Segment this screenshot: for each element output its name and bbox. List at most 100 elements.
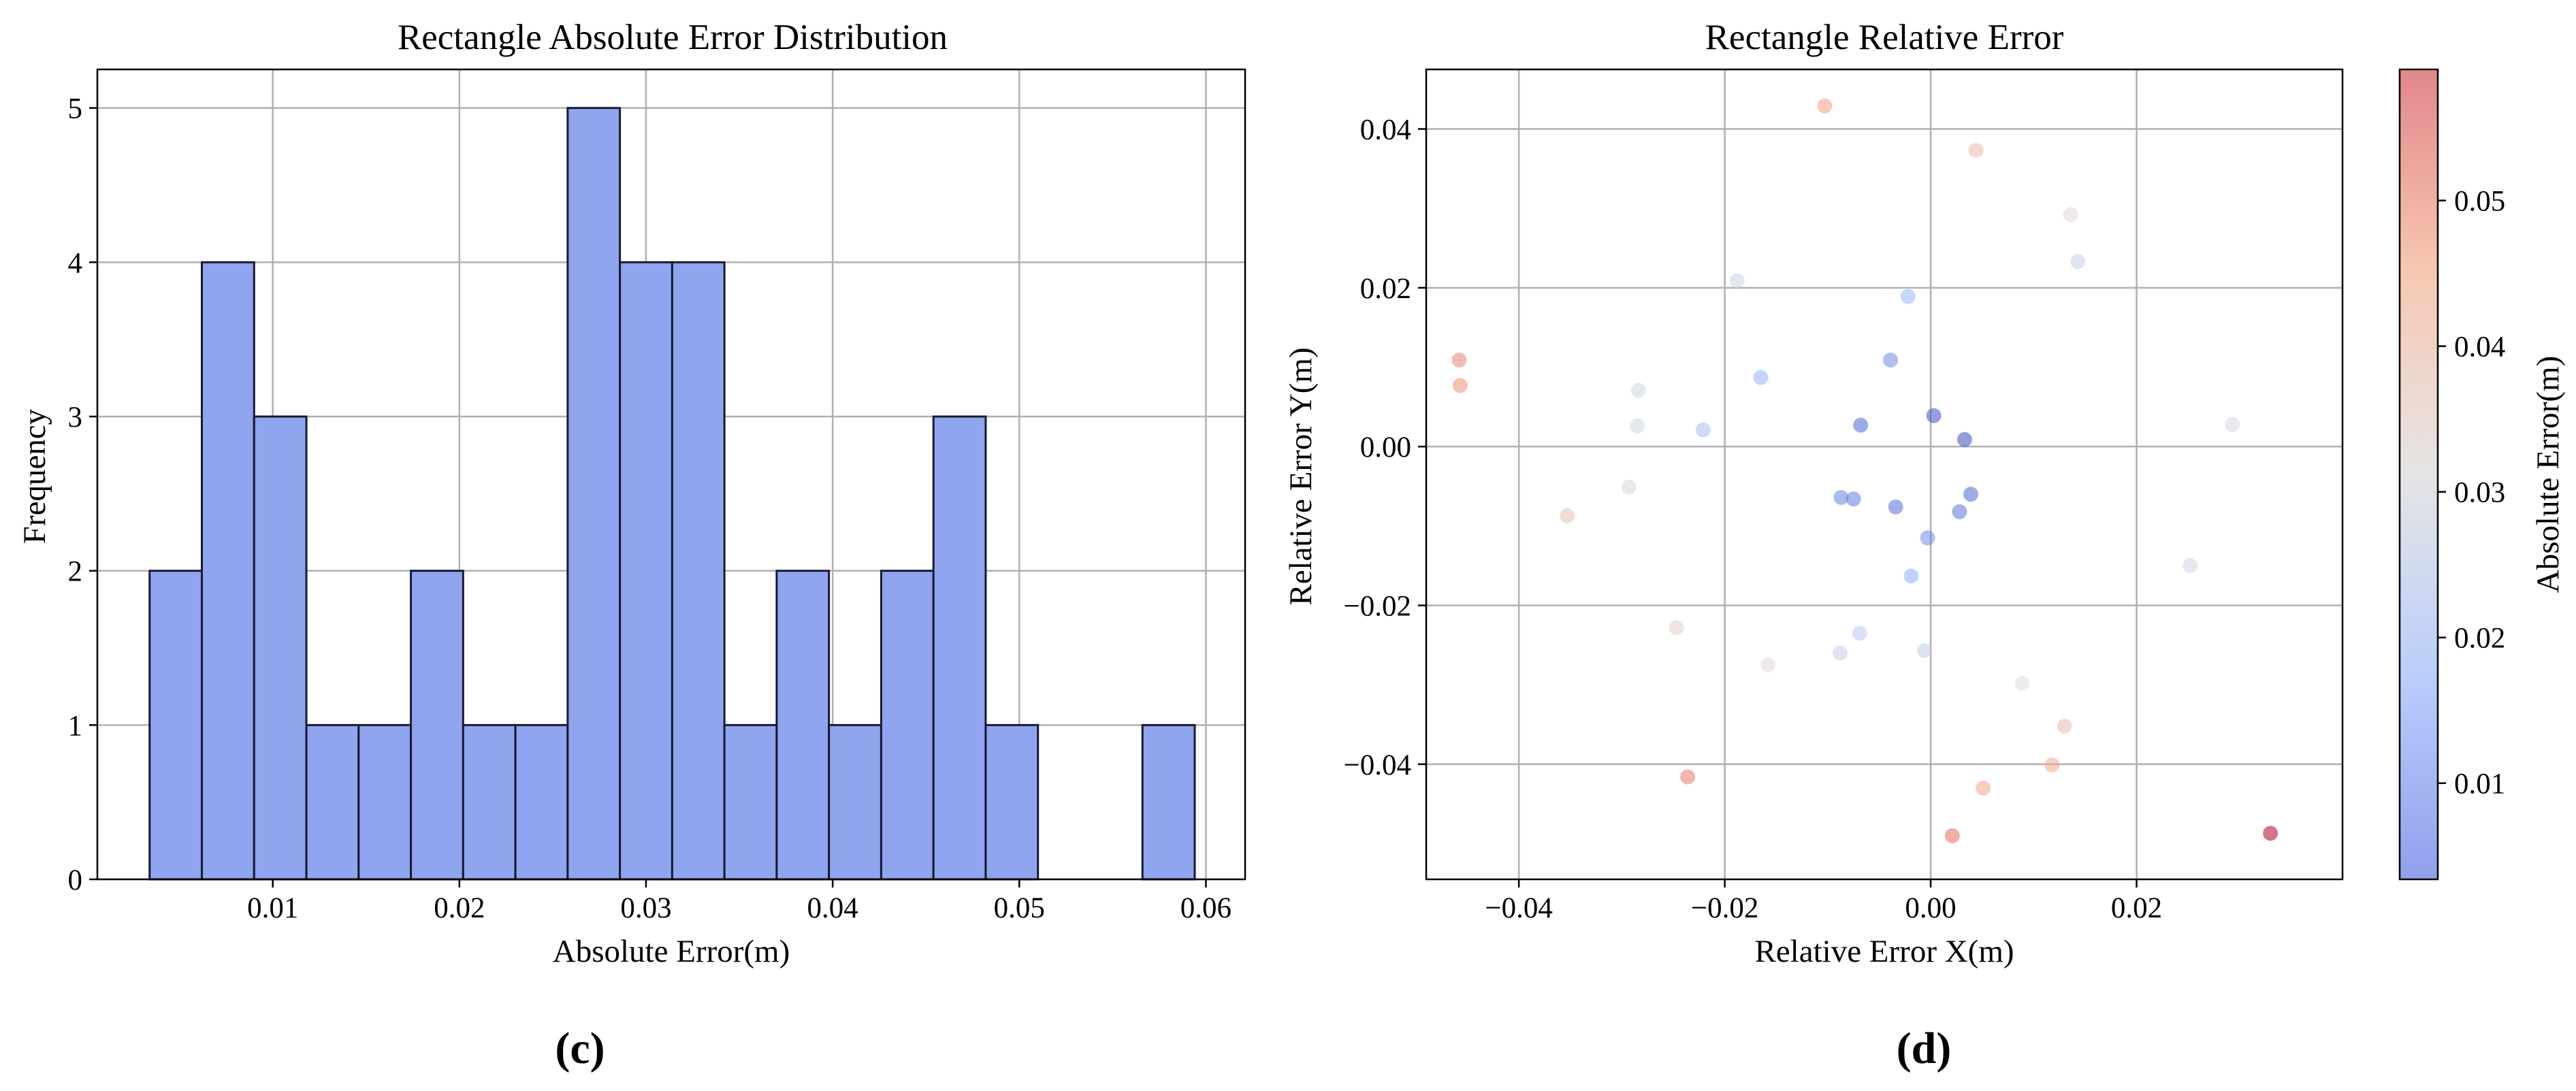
scatter-ytick-label-1: −0.02 — [1343, 591, 1411, 623]
scatter-point-18 — [1833, 489, 1849, 505]
histogram-bar-3 — [305, 723, 360, 881]
scatter-point-21 — [1963, 487, 1979, 502]
scatter-point-27 — [1669, 620, 1684, 636]
scatter-point-31 — [1760, 657, 1776, 672]
scatter-point-20 — [1888, 499, 1903, 515]
scatter-point-34 — [2044, 758, 2060, 772]
histogram-bar-14 — [880, 570, 935, 881]
scatter-point-4 — [1729, 273, 1745, 289]
histogram-bar-0 — [148, 570, 204, 881]
scatter-ytick-label-0: −0.04 — [1343, 749, 1411, 781]
histogram-xtick-label-5: 0.06 — [1180, 892, 1231, 924]
histogram-bar-11 — [723, 723, 778, 881]
scatter-point-12 — [1695, 422, 1711, 438]
scatter-y-label: Relative Error Y(m) — [1283, 347, 1319, 605]
scatter-point-25 — [1903, 568, 1919, 584]
scatter-point-22 — [1952, 504, 1967, 519]
scatter-point-5 — [1900, 289, 1916, 304]
histogram-bar-6 — [462, 723, 517, 881]
histogram-x-label: Absolute Error(m) — [553, 934, 790, 969]
scatter-point-19 — [1846, 491, 1861, 507]
scatter-point-35 — [1680, 769, 1696, 785]
histogram-y-label: Frequency — [17, 408, 52, 544]
histogram-ytick-label-3: 3 — [68, 402, 83, 434]
scatter-point-29 — [1832, 645, 1848, 661]
histogram-bar-7 — [514, 723, 569, 881]
histogram-bar-13 — [828, 723, 882, 881]
scatter-axes-frame — [1425, 68, 2344, 881]
histogram-bar-19 — [1141, 723, 1196, 881]
colorbar-tick-label-0: 0.01 — [2454, 768, 2505, 800]
scatter-point-30 — [1916, 643, 1932, 658]
scatter-point-37 — [1944, 828, 1960, 843]
scatter-point-13 — [1853, 417, 1869, 433]
scatter-points — [1451, 98, 2279, 843]
histogram-bar-16 — [984, 723, 1040, 881]
histogram-ytick-label-1: 1 — [68, 710, 83, 742]
histogram-bar-10 — [671, 261, 726, 881]
scatter-point-10 — [1630, 382, 1646, 398]
scatter-xtick-label-3: 0.02 — [2111, 892, 2162, 924]
scatter-grid — [1426, 69, 2342, 879]
scatter-point-9 — [1753, 370, 1769, 385]
colorbar — [2400, 69, 2438, 879]
scatter-x-label: Relative Error X(m) — [1754, 934, 2014, 969]
histogram-xtick-label-3: 0.04 — [807, 892, 858, 924]
histogram-bar-8 — [566, 107, 622, 881]
colorbar-tick-label-4: 0.05 — [2454, 186, 2505, 218]
colorbar-label: Absolute Error(m) — [2530, 356, 2566, 593]
scatter-point-38 — [2263, 826, 2279, 841]
scatter-title: Rectangle Relative Error — [1705, 18, 2064, 57]
histogram-xtick-label-2: 0.03 — [620, 892, 671, 924]
histogram-bar-2 — [253, 415, 308, 881]
scatter-point-11 — [1630, 418, 1645, 434]
histogram-ytick-label-0: 0 — [68, 864, 83, 896]
histogram-bar-5 — [410, 570, 464, 881]
histogram-x-ticks: 0.01 0.02 0.03 0.04 0.05 0.06 — [247, 879, 1231, 924]
scatter-point-3 — [2070, 254, 2086, 270]
scatter-x-ticks: −0.04 −0.02 0.00 0.02 — [1485, 879, 2162, 924]
scatter-xtick-label-0: −0.04 — [1485, 892, 1553, 924]
histogram-bar-12 — [775, 570, 831, 881]
scatter-point-15 — [1957, 431, 1972, 447]
histogram-bar-15 — [932, 415, 987, 881]
histogram-bar-4 — [357, 723, 413, 881]
scatter-ytick-label-4: 0.04 — [1360, 114, 1411, 146]
scatter-point-24 — [1920, 530, 1935, 546]
scatter-point-7 — [1452, 378, 1468, 393]
scatter-point-16 — [2225, 417, 2240, 432]
scatter-y-ticks: −0.04 −0.02 0.00 0.02 0.04 — [1343, 114, 1426, 781]
histogram-ytick-label-2: 2 — [68, 556, 83, 588]
histogram-y-ticks: 0 1 2 3 4 5 — [68, 93, 97, 896]
scatter-xtick-label-2: 0.00 — [1905, 892, 1956, 924]
colorbar-tick-label-2: 0.03 — [2454, 477, 2505, 509]
scatter-point-1 — [1968, 143, 1984, 158]
histogram-bars — [148, 107, 1196, 881]
scatter-point-32 — [2014, 675, 2030, 691]
scatter-point-17 — [1621, 479, 1637, 495]
scatter-ytick-label-3: 0.02 — [1360, 273, 1411, 305]
scatter-point-26 — [2183, 558, 2198, 574]
histogram-axes-frame — [96, 68, 1246, 881]
scatter-xtick-label-1: −0.02 — [1691, 892, 1759, 924]
scatter-point-8 — [1883, 353, 1899, 368]
histogram-ytick-label-5: 5 — [68, 93, 83, 125]
histogram-panel: Rectangle Absolute Error Distribution 0.… — [17, 18, 1246, 1073]
scatter-ytick-label-2: 0.00 — [1360, 431, 1411, 463]
histogram-xtick-label-4: 0.05 — [994, 892, 1045, 924]
scatter-point-28 — [1852, 625, 1867, 641]
panel-label-c: (c) — [555, 1024, 605, 1073]
histogram-ytick-label-4: 4 — [68, 247, 83, 279]
histogram-xtick-label-0: 0.01 — [247, 892, 298, 924]
scatter-point-0 — [1817, 98, 1833, 114]
colorbar-ticks: 0.01 0.02 0.03 0.04 0.05 — [2438, 186, 2505, 800]
colorbar-tick-label-1: 0.02 — [2454, 623, 2505, 655]
scatter-point-14 — [1926, 408, 1942, 423]
histogram-title: Rectangle Absolute Error Distribution — [398, 18, 948, 57]
scatter-point-23 — [1560, 508, 1575, 523]
scatter-point-2 — [2063, 207, 2078, 223]
colorbar-tick-label-3: 0.04 — [2454, 331, 2505, 363]
scatter-point-33 — [2057, 718, 2072, 734]
histogram-bar-9 — [619, 261, 673, 881]
